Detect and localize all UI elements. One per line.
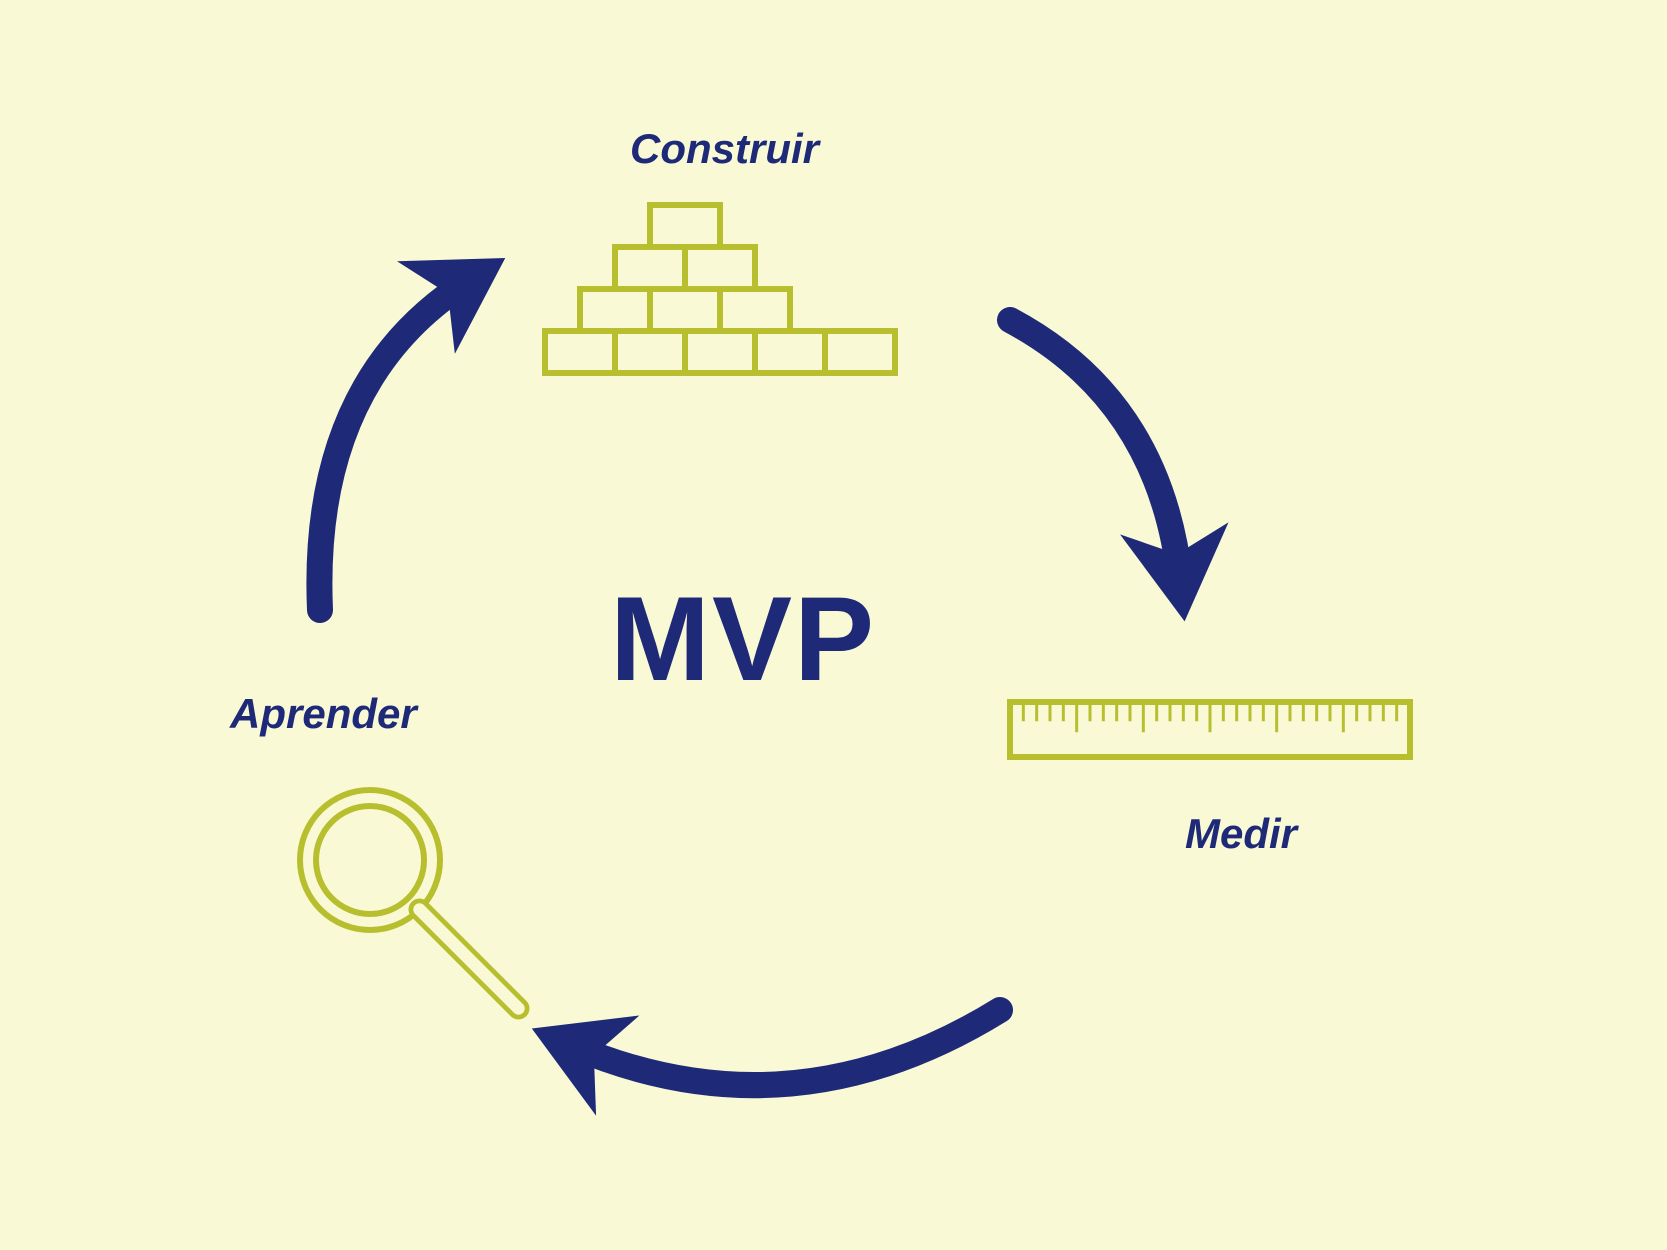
- mvp-cycle-diagram: MVP Construir Medir Aprender: [0, 0, 1667, 1250]
- cycle-arrow: [319, 280, 470, 610]
- stage-label-construir: Construir: [630, 125, 819, 173]
- bricks-icon: [545, 205, 895, 373]
- magnifier-icon: [300, 790, 518, 1008]
- cycle-arrow: [570, 1010, 1000, 1085]
- stage-label-medir: Medir: [1185, 810, 1297, 858]
- cycle-arrow: [1010, 320, 1180, 580]
- stage-label-aprender: Aprender: [230, 690, 417, 738]
- center-title: MVP: [610, 570, 876, 708]
- ruler-icon: [1010, 702, 1410, 757]
